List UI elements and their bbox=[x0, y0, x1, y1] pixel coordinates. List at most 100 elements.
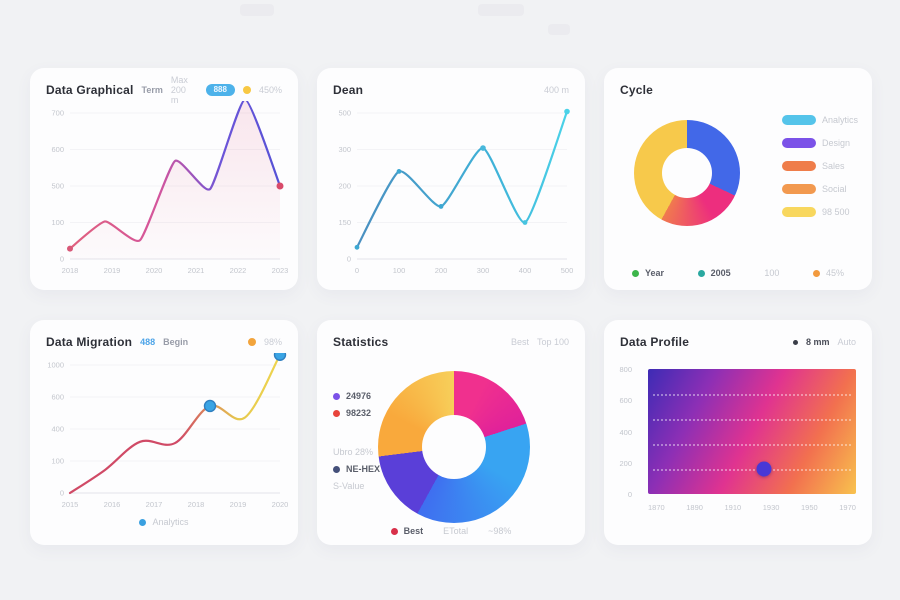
svg-text:600: 600 bbox=[51, 145, 64, 154]
heatmap-gridline bbox=[653, 444, 851, 446]
card-subtitle: Begin bbox=[163, 337, 189, 347]
data-point-marker[interactable] bbox=[67, 245, 73, 252]
line-chart-canvas[interactable]: 500 300 200 150 0 0 100 200 300 400 500 bbox=[323, 101, 577, 279]
legend-label: ~98% bbox=[488, 526, 512, 536]
card-title: Cycle bbox=[620, 83, 654, 97]
card-header: Data Profile 8 mm Auto bbox=[604, 320, 872, 351]
heatmap-surface[interactable] bbox=[648, 369, 856, 494]
legend-swatch-icon bbox=[781, 161, 816, 171]
legend-item[interactable]: 45% bbox=[812, 268, 844, 278]
data-point-marker[interactable] bbox=[564, 108, 570, 115]
donut-chart[interactable] bbox=[634, 120, 740, 226]
svg-text:500: 500 bbox=[338, 109, 351, 118]
legend-item[interactable]: 24976 bbox=[333, 391, 380, 401]
card-subtitle: Term bbox=[141, 85, 163, 95]
legend-swatch-icon bbox=[697, 269, 705, 277]
data-point-marker[interactable] bbox=[396, 169, 402, 174]
svg-text:0: 0 bbox=[347, 255, 351, 264]
card-title: Data Graphical bbox=[46, 83, 134, 97]
legend-item[interactable]: Sales bbox=[781, 161, 858, 171]
svg-text:200: 200 bbox=[435, 266, 448, 275]
card-title: Data Migration bbox=[46, 335, 133, 349]
legend-label: NE-HEX bbox=[346, 464, 381, 474]
svg-text:2020: 2020 bbox=[146, 266, 163, 275]
legend-swatch-icon bbox=[632, 269, 639, 277]
svg-text:100: 100 bbox=[51, 218, 64, 227]
svg-text:0: 0 bbox=[60, 489, 64, 498]
legend-item[interactable]: Social bbox=[781, 184, 858, 194]
legend-item[interactable]: Analytics bbox=[139, 517, 189, 527]
legend-item[interactable]: 2005 bbox=[697, 268, 731, 278]
legend-item[interactable]: ETotal bbox=[443, 526, 468, 536]
legend-swatch-icon bbox=[333, 465, 340, 473]
badge-value-blue[interactable]: 488 bbox=[140, 337, 156, 347]
heatmap-canvas[interactable]: 800 600 400 200 0 1870 1890 1910 1930 1950 1970 bbox=[604, 355, 872, 535]
donut-legend: 24976 98232 Ubro 28% NE-HEX S-Value bbox=[333, 391, 380, 491]
svg-text:700: 700 bbox=[51, 109, 64, 118]
legend-label: 98 500 bbox=[821, 207, 850, 217]
svg-text:2018: 2018 bbox=[62, 266, 79, 275]
legend-swatch-icon bbox=[390, 527, 398, 535]
data-point-marker[interactable] bbox=[354, 244, 360, 250]
svg-text:2019: 2019 bbox=[104, 266, 121, 275]
legend-label: 100 bbox=[764, 268, 780, 278]
line-chart-canvas[interactable]: 1000 600 400 100 0 2015 2016 2017 2018 2019 2020 bbox=[36, 348, 290, 513]
svg-text:150: 150 bbox=[338, 218, 351, 227]
card-title: Dean bbox=[333, 83, 364, 97]
axis-tick-label: 200 bbox=[619, 458, 632, 468]
card-header: Data Graphical Term Max 200 m 888 450% bbox=[30, 68, 298, 105]
badge-pill[interactable]: 888 bbox=[205, 84, 235, 96]
card-data-profile: Data Profile 8 mm Auto 800 600 400 200 0 187… bbox=[604, 320, 872, 545]
legend-item[interactable]: Analytics bbox=[781, 115, 858, 125]
data-point-marker[interactable] bbox=[438, 204, 444, 209]
data-point-marker[interactable] bbox=[522, 220, 528, 225]
legend-item[interactable]: ~98% bbox=[488, 526, 511, 536]
legend-label: Year bbox=[645, 268, 665, 278]
legend-swatch-icon bbox=[139, 518, 147, 526]
data-point-marker[interactable] bbox=[480, 145, 486, 151]
heatmap-y-axis: 800 600 400 200 0 bbox=[604, 365, 642, 499]
legend-label: 2005 bbox=[710, 268, 731, 278]
legend-item[interactable]: Design bbox=[781, 138, 858, 148]
heatmap-x-axis: 1870 1890 1910 1930 1950 1970 bbox=[648, 503, 856, 512]
legend-item[interactable]: Best bbox=[390, 526, 423, 536]
donut-chart[interactable] bbox=[378, 371, 530, 523]
svg-text:600: 600 bbox=[51, 393, 64, 402]
line-chart-canvas[interactable]: 700 600 500 100 0 2018 2019 2020 2021 2022 2023 bbox=[36, 98, 290, 279]
dark-dot-icon bbox=[792, 339, 798, 345]
legend-item[interactable]: Ubro 28% bbox=[333, 447, 380, 457]
card-title: Data Profile bbox=[620, 335, 690, 349]
svg-text:300: 300 bbox=[477, 266, 490, 275]
donut-chart-area: 24976 98232 Ubro 28% NE-HEX S-Value Best ETot… bbox=[317, 351, 585, 545]
yellow-dot-icon bbox=[242, 86, 251, 94]
data-point-marker[interactable] bbox=[273, 348, 287, 361]
heatmap-point[interactable] bbox=[756, 461, 772, 477]
background-artifact bbox=[478, 4, 524, 16]
data-point-marker[interactable] bbox=[276, 182, 284, 190]
legend-item[interactable]: S-Value bbox=[333, 481, 380, 491]
card-header: Cycle bbox=[604, 68, 872, 99]
legend-label: Design bbox=[821, 138, 850, 148]
legend-item[interactable]: NE-HEX bbox=[333, 464, 380, 474]
legend-label: 98232 bbox=[346, 408, 372, 418]
data-point-marker[interactable] bbox=[203, 399, 217, 413]
svg-text:2018: 2018 bbox=[188, 500, 205, 509]
legend-item[interactable]: Year bbox=[632, 268, 664, 278]
donut-hole bbox=[422, 415, 486, 479]
legend-item[interactable]: 98232 bbox=[333, 408, 380, 418]
axis-tick-label: 1870 bbox=[648, 503, 665, 512]
svg-text:400: 400 bbox=[519, 266, 532, 275]
legend-item[interactable]: 100 bbox=[764, 268, 779, 278]
dashboard-grid: Data Graphical Term Max 200 m 888 450% 7… bbox=[30, 68, 872, 545]
card-statistics: Statistics Best Top 100 24976 98232 Ubro 2… bbox=[317, 320, 585, 545]
background-artifact bbox=[240, 4, 274, 16]
svg-text:2016: 2016 bbox=[104, 500, 121, 509]
legend-label: 45% bbox=[825, 268, 844, 278]
orange-dot-icon bbox=[247, 338, 256, 346]
svg-text:2020: 2020 bbox=[272, 500, 289, 509]
card-meta: Best bbox=[510, 337, 529, 347]
legend-item[interactable]: 98 500 bbox=[781, 207, 858, 217]
card-header: Data Migration 488 Begin 98% bbox=[30, 320, 298, 351]
axis-tick-label: 400 bbox=[619, 427, 632, 437]
svg-text:2015: 2015 bbox=[62, 500, 79, 509]
